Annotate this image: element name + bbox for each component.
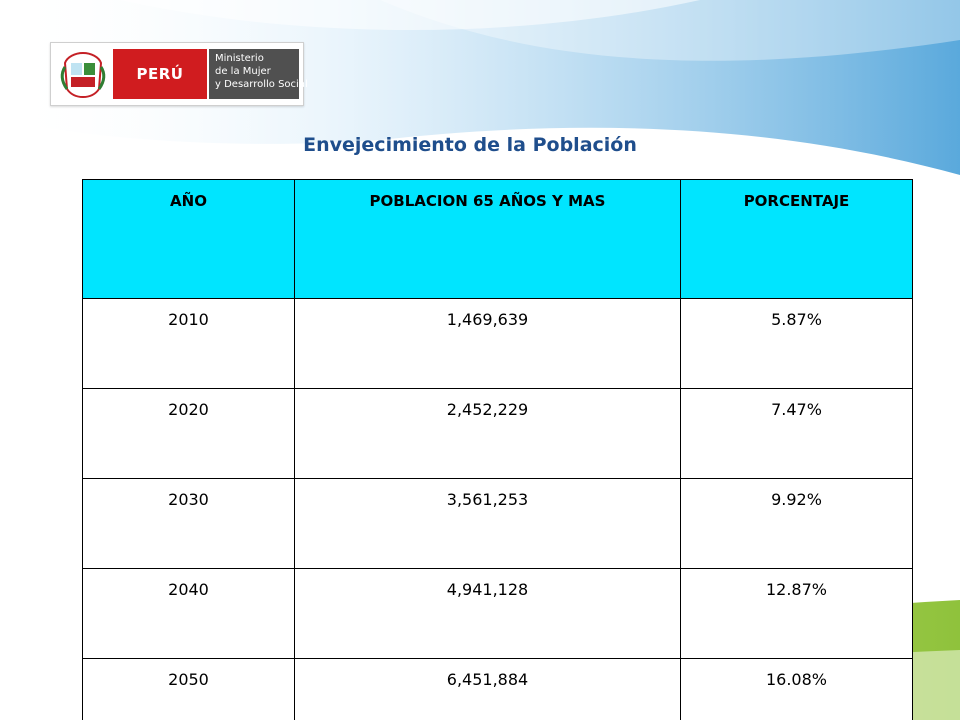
table-row: 2020 2,452,229 7.47% xyxy=(82,388,913,479)
cell-percentage: 9.92% xyxy=(680,478,913,569)
ministry-line: de la Mujer xyxy=(215,66,271,77)
cell-percentage: 16.08% xyxy=(680,658,913,720)
table-row: 2030 3,561,253 9.92% xyxy=(82,478,913,569)
cell-year: 2050 xyxy=(82,658,295,720)
table-row: 2040 4,941,128 12.87% xyxy=(82,568,913,659)
cell-percentage: 12.87% xyxy=(680,568,913,659)
ministry-line: Ministerio xyxy=(215,53,264,64)
cell-percentage: 7.47% xyxy=(680,388,913,479)
table-row: 2050 6,451,884 16.08% xyxy=(82,658,913,720)
cell-population: 4,941,128 xyxy=(294,568,681,659)
slide-title: Envejecimiento de la Población xyxy=(303,134,637,156)
header-population: POBLACION 65 AÑOS Y MAS xyxy=(294,179,681,299)
cell-population: 2,452,229 xyxy=(294,388,681,479)
population-table: AÑO POBLACION 65 AÑOS Y MAS PORCENTAJE 2… xyxy=(82,179,913,720)
header-year: AÑO xyxy=(82,179,295,299)
ministry-line: y Desarrollo Social xyxy=(215,79,308,90)
logo-ministry-label: Ministerio de la Mujer y Desarrollo Soci… xyxy=(209,49,308,99)
cell-year: 2030 xyxy=(82,478,295,569)
coat-of-arms-icon xyxy=(60,51,106,99)
cell-year: 2010 xyxy=(82,298,295,389)
cell-percentage: 5.87% xyxy=(680,298,913,389)
logo-country-label: PERÚ xyxy=(113,49,207,99)
cell-population: 1,469,639 xyxy=(294,298,681,389)
ministry-logo: PERÚ Ministerio de la Mujer y Desarrollo… xyxy=(50,42,308,106)
header-percentage: PORCENTAJE xyxy=(680,179,913,299)
table-row: 2010 1,469,639 5.87% xyxy=(82,298,913,389)
cell-population: 6,451,884 xyxy=(294,658,681,720)
cell-population: 3,561,253 xyxy=(294,478,681,569)
table-header-row: AÑO POBLACION 65 AÑOS Y MAS PORCENTAJE xyxy=(82,179,913,299)
cell-year: 2020 xyxy=(82,388,295,479)
cell-year: 2040 xyxy=(82,568,295,659)
